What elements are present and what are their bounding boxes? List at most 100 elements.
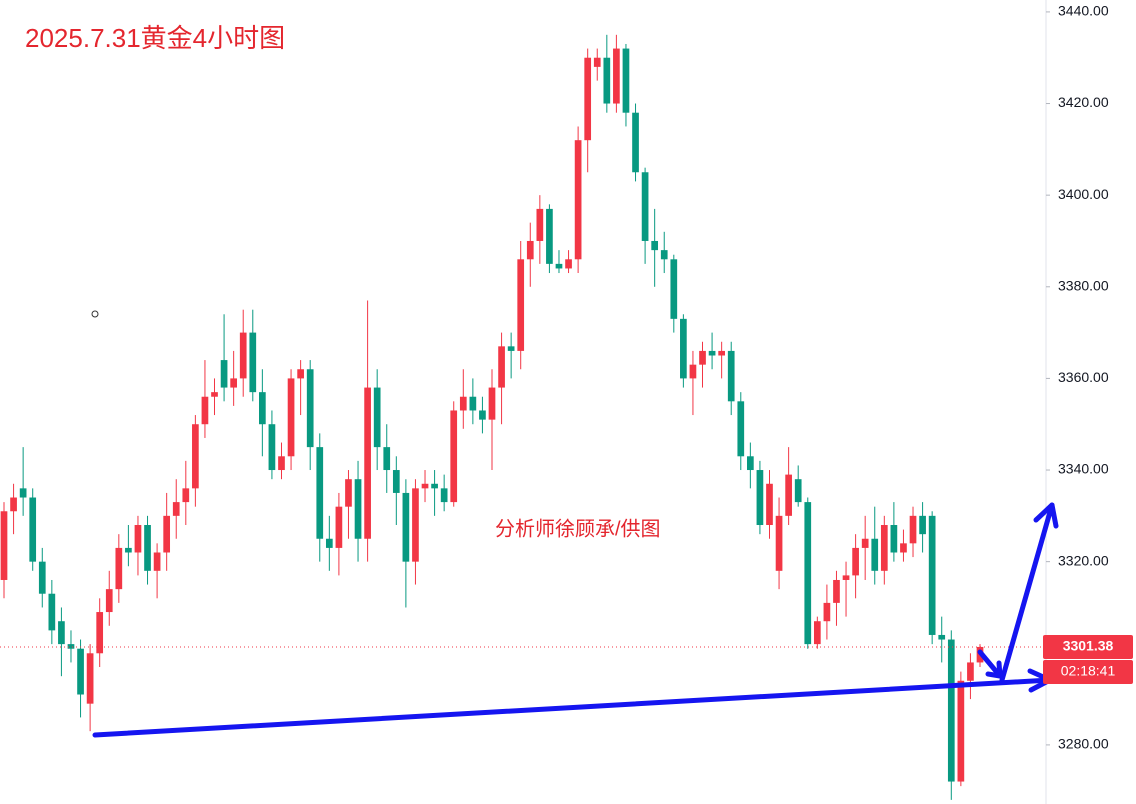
candle-body <box>86 653 94 704</box>
watermark: 分析师徐顾承/供图 <box>495 517 661 540</box>
candle-body <box>880 525 888 571</box>
candle-body <box>211 392 218 397</box>
candle-body <box>440 488 448 503</box>
y-tick-label: 3400.00 <box>1058 186 1109 202</box>
candle-body <box>766 483 773 526</box>
candle-body <box>871 538 879 571</box>
y-tick-label: 3340.00 <box>1058 461 1109 477</box>
plot-area <box>0 34 1046 800</box>
candle-body <box>909 515 917 544</box>
candle-body <box>689 364 697 379</box>
candle-body <box>756 470 764 526</box>
candle-body <box>517 259 525 351</box>
candle-body <box>919 515 926 535</box>
candle-body <box>622 48 630 113</box>
y-axis: 3280.003300.003320.003340.003360.003380.… <box>1043 3 1133 752</box>
candle-body <box>239 332 247 379</box>
candle-body <box>775 515 783 571</box>
candle-body <box>680 318 687 379</box>
candle-body <box>861 538 869 548</box>
candle-body <box>364 387 371 539</box>
candle-body <box>125 547 132 553</box>
arrowhead <box>985 660 1003 679</box>
candle-body <box>833 579 840 603</box>
candle-body <box>536 208 544 241</box>
candle-body <box>479 410 486 420</box>
candle-body <box>546 208 553 264</box>
candle-body <box>345 479 352 507</box>
marker-dot <box>91 310 99 318</box>
candle-body <box>412 488 419 562</box>
candle-body <box>48 593 56 631</box>
candle-body <box>29 497 37 562</box>
annotation-arrows <box>92 502 1059 738</box>
candle-body <box>613 48 620 104</box>
candle-body <box>431 483 438 489</box>
candle-body <box>450 410 458 503</box>
candle-body <box>823 602 831 622</box>
candle-body <box>804 502 812 645</box>
candle-body <box>316 447 324 539</box>
candle-body <box>230 378 237 388</box>
candle-body <box>19 488 27 498</box>
candle-body <box>651 240 659 251</box>
candle-body <box>278 456 285 471</box>
candle-body <box>67 644 75 649</box>
candle-body <box>641 172 649 241</box>
up-arrow <box>999 502 1055 683</box>
candle-body <box>249 332 257 393</box>
candle-body <box>306 369 314 448</box>
candle-body <box>325 538 333 548</box>
candle-body <box>77 648 84 695</box>
candle-body <box>660 250 668 260</box>
y-tick-label: 3320.00 <box>1058 552 1109 568</box>
candle-body <box>144 525 151 571</box>
candle-body <box>900 543 907 553</box>
countdown-label: 02:18:41 <box>1061 663 1116 679</box>
candle-body <box>172 502 180 516</box>
candle-body <box>259 392 266 425</box>
candle-body <box>593 57 601 67</box>
candle-body <box>201 396 209 425</box>
candle-body <box>938 634 946 640</box>
candle-body <box>785 474 792 516</box>
candle-body <box>383 447 391 471</box>
candle-body <box>96 612 104 654</box>
candle-body <box>469 396 477 411</box>
candle-body <box>182 488 190 503</box>
candle-body <box>38 561 46 594</box>
candle-body <box>555 263 563 269</box>
chart-title: 2025.7.31黄金4小时图 <box>25 23 285 53</box>
candle-body <box>718 350 725 356</box>
candle-body <box>297 369 304 379</box>
price-label-box <box>1043 634 1133 659</box>
candle-body <box>890 525 898 553</box>
candle-body <box>670 259 678 319</box>
y-tick-label: 3440.00 <box>1058 3 1109 19</box>
candle-body <box>421 483 429 489</box>
candle-body <box>10 497 17 512</box>
candle-body <box>565 259 572 269</box>
candle-body <box>192 424 199 489</box>
candle-body <box>967 662 974 681</box>
candle-body <box>220 360 228 388</box>
candle-body <box>392 470 400 493</box>
candle-body <box>153 552 161 571</box>
price-label: 3301.38 <box>1063 638 1114 654</box>
candle-body <box>115 547 123 590</box>
trend-line <box>92 677 1053 738</box>
candle-body <box>488 387 496 420</box>
candle-body <box>708 350 716 356</box>
candle-body <box>574 140 582 260</box>
candle-body <box>354 479 362 539</box>
candle-body <box>852 547 859 576</box>
candle-body <box>737 401 745 457</box>
candle-body <box>813 621 821 645</box>
candle-body <box>498 346 505 388</box>
candle-body <box>402 492 410 562</box>
candle-body <box>603 57 611 104</box>
y-tick-label: 3360.00 <box>1058 369 1109 385</box>
candle-body <box>947 639 955 782</box>
candle-body <box>58 621 65 645</box>
